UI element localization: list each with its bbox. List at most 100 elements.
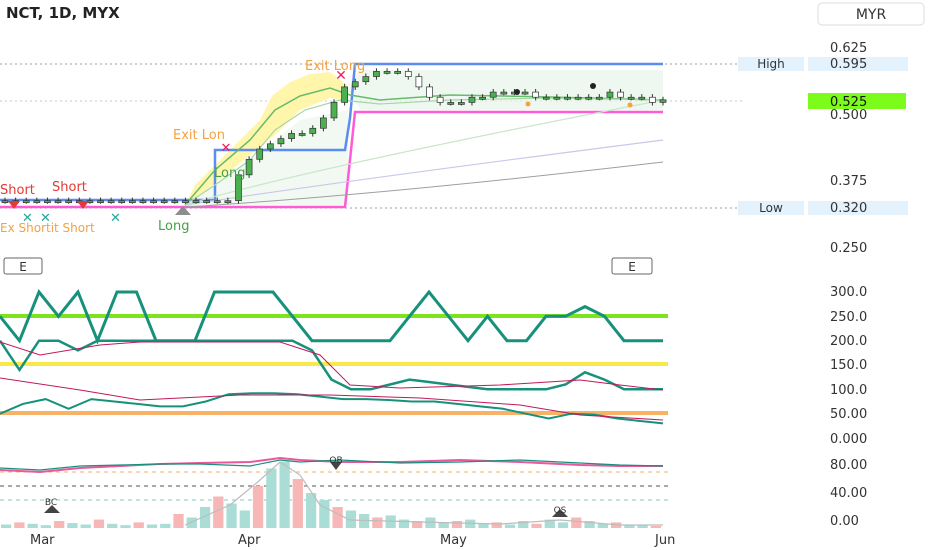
osc-tick-200: 200.0 [830, 334, 867, 349]
volume-bar [637, 525, 648, 528]
candle-body [330, 102, 338, 119]
os-label: OS [554, 506, 567, 516]
vol-tick-0: 0.00 [830, 514, 859, 529]
volume-bar [14, 522, 25, 528]
volume-bar [27, 523, 38, 528]
volume-bar [650, 525, 661, 528]
cross-marker-teal-1: ✕ [22, 211, 33, 226]
volume-bar [133, 522, 144, 528]
x-axis: Mar Apr May Jun [30, 533, 675, 548]
candle-body [65, 200, 73, 204]
volume-bar [120, 525, 131, 528]
candle-body [139, 200, 147, 204]
ob-label: OB [329, 456, 342, 466]
candle-body [458, 102, 465, 105]
last-price-box [808, 93, 906, 109]
candle-body [415, 76, 423, 88]
candle-body [44, 200, 51, 204]
volume-bar [107, 523, 118, 528]
high-value: 0.595 [830, 57, 867, 72]
candle-body [118, 200, 126, 204]
candle-body [235, 174, 242, 202]
volume-bar [279, 461, 290, 528]
candle-body [638, 96, 646, 100]
candle-body [532, 91, 539, 98]
lower-band-line [0, 110, 663, 209]
high-label-box [738, 57, 804, 71]
volume-bar [531, 523, 542, 528]
dot-marker-3 [525, 101, 531, 107]
volume-bar [412, 521, 423, 528]
dot-marker-2 [590, 83, 596, 89]
candle-body [362, 76, 370, 83]
candle-body [649, 96, 656, 103]
high-value-box [808, 57, 908, 71]
vol-ma-line [184, 461, 663, 526]
x-label-apr: Apr [238, 533, 261, 548]
currency-button[interactable] [817, 2, 925, 26]
earnings-right-label: E [628, 260, 636, 274]
x-label-jun: Jun [654, 533, 675, 548]
volume-bar [597, 523, 608, 528]
candle-body [627, 96, 635, 100]
osc-series-line-1 [0, 289, 663, 345]
osc-series-line-2 [0, 339, 663, 391]
volume-bar [372, 517, 383, 528]
volume-bar [624, 524, 635, 528]
short-arrow-1 [8, 201, 20, 209]
range-fill-area [348, 70, 663, 110]
ma-line-1 [184, 99, 664, 206]
candle-body [129, 200, 136, 204]
candle-body [341, 86, 348, 103]
long-bottom-label: Long [158, 219, 189, 234]
earnings-marker-right[interactable] [611, 257, 653, 275]
vol-osc-pink [0, 456, 663, 474]
earnings-marker-left[interactable] [3, 257, 43, 275]
candle-body [351, 81, 359, 88]
price-tick-0625: 0.625 [830, 41, 867, 56]
volume-bar [544, 519, 555, 528]
volume-bar [557, 522, 569, 528]
candle-body [468, 96, 476, 103]
volume-bar [504, 524, 516, 528]
volume-bar [398, 519, 410, 528]
volume-bar [146, 524, 158, 528]
vol-tick-40: 40.00 [830, 486, 867, 501]
volume-bar [491, 522, 502, 528]
candle-body [606, 91, 614, 98]
volume-bar [1, 524, 12, 528]
short-label-1: Short [0, 183, 35, 198]
osc-tick-300: 300.0 [830, 285, 867, 300]
osc-signal-line-2 [0, 377, 664, 421]
ma-line-mid [184, 97, 664, 206]
candle-body [288, 133, 295, 139]
cross-marker-teal-3: ✕ [110, 211, 121, 226]
candle-body [97, 200, 104, 204]
candle-body [224, 200, 232, 204]
candle-body [426, 86, 433, 98]
short-label-2: Short [52, 180, 87, 195]
volume-bar [438, 522, 449, 528]
volume-bar [67, 523, 78, 528]
candle-body [245, 158, 253, 176]
volume-bar [173, 514, 184, 528]
volume-bar [186, 517, 197, 528]
candle-body [394, 71, 402, 74]
candle-body [150, 200, 157, 204]
candle-body [256, 148, 264, 160]
candle-body [383, 71, 391, 74]
candle-body [617, 91, 624, 98]
cross-marker-top: ✕ [335, 68, 347, 84]
volume-bar [213, 496, 224, 528]
os-marker [552, 509, 568, 517]
candle-body [574, 96, 582, 100]
x-label-mar: Mar [30, 533, 55, 548]
volume-bar [239, 510, 250, 528]
lower-fill-area [185, 110, 348, 205]
candle-body [404, 71, 412, 77]
ob-marker [330, 462, 342, 470]
candle-body [277, 138, 285, 145]
volume-bar [80, 524, 91, 528]
osc-tick-50: 50.00 [830, 407, 867, 422]
candle-body [447, 102, 455, 105]
